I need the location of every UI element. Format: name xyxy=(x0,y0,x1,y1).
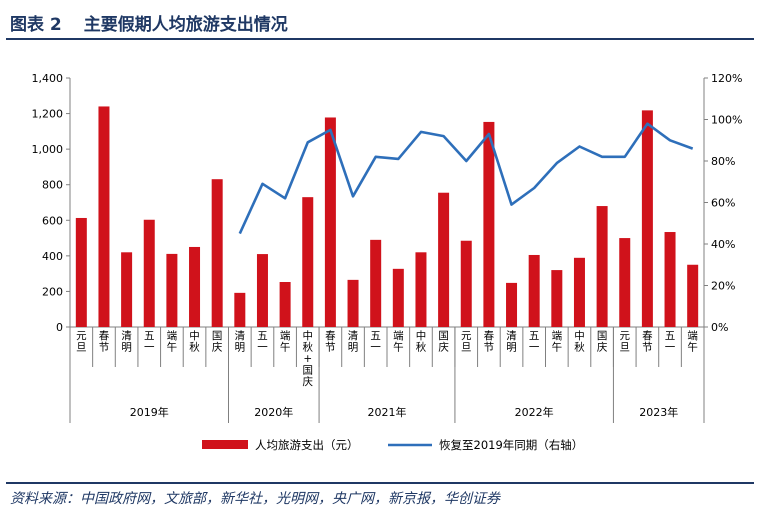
line-path xyxy=(238,122,694,235)
y-left-tick-label: 400 xyxy=(42,250,63,263)
legend-swatch-bar xyxy=(202,440,248,449)
year-label: 2021年 xyxy=(368,405,407,419)
x-tick-label: 清明 xyxy=(121,329,132,354)
bar xyxy=(234,292,246,327)
year-label: 2023年 xyxy=(639,405,678,419)
y-left-tick-label: 1,000 xyxy=(32,143,64,156)
y-right-tick-label: 0% xyxy=(711,321,728,334)
x-axis-labels: 元旦春节清明五一端午中秋国庆清明五一端午中秋+国庆春节清明五一端午中秋国庆元旦春… xyxy=(69,327,705,423)
bar xyxy=(189,246,201,327)
x-tick-label: 中秋 xyxy=(189,329,200,354)
y-right-tick-label: 60% xyxy=(711,197,735,210)
bar xyxy=(641,110,653,328)
y-left-tick-label: 800 xyxy=(42,179,63,192)
figure-header: 图表 2 主要假期人均旅游支出情况 xyxy=(6,6,766,36)
y-right-tick-label: 20% xyxy=(711,280,735,293)
bar xyxy=(506,282,518,327)
bar xyxy=(324,117,336,327)
bar xyxy=(279,282,291,327)
bar xyxy=(619,238,631,327)
bar xyxy=(573,257,585,327)
bar-series xyxy=(75,106,699,328)
figure-title-text: 主要假期人均旅游支出情况 xyxy=(83,15,288,35)
x-tick-label: 五一 xyxy=(529,330,540,354)
line-series xyxy=(238,122,694,235)
y-left-tick-label: 600 xyxy=(42,214,63,227)
y-left-tick-label: 0 xyxy=(56,321,63,334)
bar xyxy=(370,239,382,327)
bar xyxy=(121,252,133,327)
bar xyxy=(347,279,359,327)
bar xyxy=(664,232,676,327)
bar xyxy=(483,121,495,327)
x-tick-label: 元旦 xyxy=(620,330,631,354)
x-tick-label: 清明 xyxy=(348,329,359,354)
y-left-tick-label: 200 xyxy=(42,285,63,298)
legend-label-line: 恢复至2019年同期（右轴） xyxy=(439,438,583,452)
bar xyxy=(687,264,699,327)
bar xyxy=(75,217,87,327)
y-right-tick-label: 80% xyxy=(711,155,735,168)
x-tick-label: 五一 xyxy=(370,330,381,354)
x-tick-label: 元旦 xyxy=(461,330,472,354)
x-tick-label: 五一 xyxy=(257,330,268,354)
x-tick-label: 国庆 xyxy=(212,330,223,354)
x-tick-label: 端午 xyxy=(280,329,291,354)
year-label: 2022年 xyxy=(515,405,554,419)
bar xyxy=(415,252,427,327)
header-rule xyxy=(6,38,754,40)
x-tick-label: 中秋 xyxy=(416,329,427,354)
footer-rule xyxy=(6,482,754,484)
bar xyxy=(256,254,268,327)
x-tick-label: 国庆 xyxy=(597,330,608,354)
x-tick-label: 端午 xyxy=(167,329,178,354)
x-tick-label: 元旦 xyxy=(76,330,87,354)
legend: 人均旅游支出（元） 恢复至2019年同期（右轴） xyxy=(202,438,583,452)
x-tick-label: 中秋 xyxy=(574,329,585,354)
legend-label-bar: 人均旅游支出（元） xyxy=(255,438,359,452)
x-tick-label: 清明 xyxy=(235,329,246,354)
x-tick-label: 春节 xyxy=(99,330,110,354)
figure-label: 图表 2 xyxy=(10,15,62,35)
x-tick-label: 端午 xyxy=(393,329,404,354)
bar xyxy=(166,253,178,327)
figure-title: 图表 2 主要假期人均旅游支出情况 xyxy=(10,10,288,35)
y-left-tick-label: 1,200 xyxy=(32,108,64,121)
source-note: 资料来源：中国政府网，文旅部，新华社，光明网，央广网，新京报，华创证券 xyxy=(10,491,500,507)
bar xyxy=(211,179,223,327)
y-right-tick-label: 40% xyxy=(711,238,735,251)
x-tick-label: 春节 xyxy=(325,330,336,354)
x-tick-label: 春节 xyxy=(642,330,653,354)
x-tick-label: 中秋+国庆 xyxy=(303,329,314,388)
y-left-tick-label: 1,400 xyxy=(32,72,64,85)
bar xyxy=(528,254,540,327)
bar xyxy=(460,240,472,327)
bar xyxy=(596,206,608,327)
x-tick-label: 五一 xyxy=(144,330,155,354)
x-tick-label: 端午 xyxy=(687,329,698,354)
x-tick-label: 五一 xyxy=(665,330,676,354)
x-tick-label: 国庆 xyxy=(438,330,449,354)
bar xyxy=(438,192,450,327)
bar xyxy=(98,106,110,327)
x-tick-label: 清明 xyxy=(506,329,517,354)
bar xyxy=(302,197,314,327)
bar xyxy=(143,219,155,327)
year-label: 2019年 xyxy=(130,405,169,419)
axes: 0 200 400 600 800 1,000 1,200 1,400 0% 20% 40% 60% 8… xyxy=(32,72,743,334)
bar xyxy=(551,270,563,327)
x-tick-label: 春节 xyxy=(484,330,495,354)
x-tick-label: 端午 xyxy=(552,329,563,354)
bar xyxy=(392,268,404,327)
y-right-tick-label: 120% xyxy=(711,72,742,85)
y-right-tick-label: 100% xyxy=(711,114,742,127)
year-label: 2020年 xyxy=(254,405,293,419)
